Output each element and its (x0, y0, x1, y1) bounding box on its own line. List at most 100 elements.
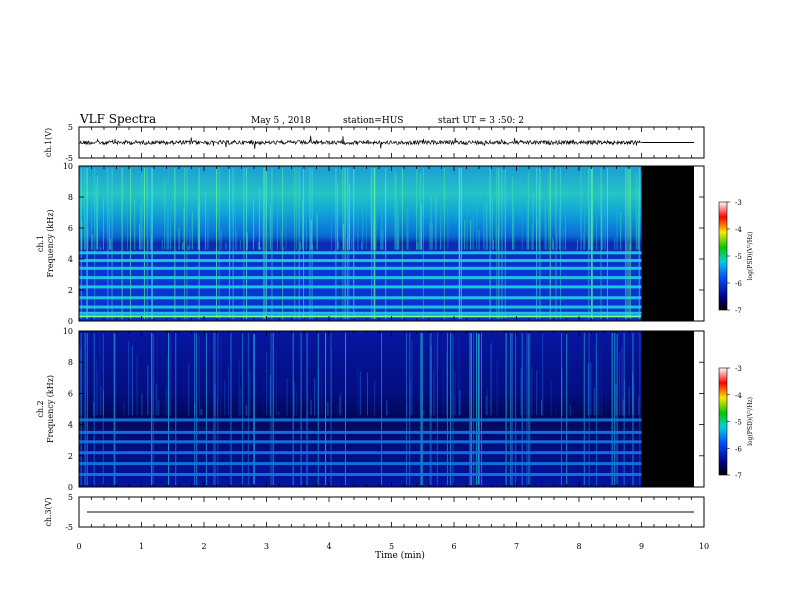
sferic-streak (638, 188, 640, 250)
sferic-line (353, 168, 355, 319)
sferic-streak (545, 175, 547, 250)
sferic-streak (170, 189, 172, 250)
sferic-streak (485, 395, 487, 416)
sferic-line (406, 333, 408, 485)
sferic-line (344, 333, 346, 485)
colorbar-tick-label: -3 (735, 365, 742, 373)
sferic-streak (536, 370, 538, 416)
sferic-streak (170, 334, 172, 416)
sferic-streak (406, 404, 408, 416)
sferic-line (151, 333, 153, 485)
sferic-streak (136, 354, 138, 416)
ch3-waveform-panel: 5 -5 ch.3(V) (44, 493, 705, 532)
sferic-streak (128, 341, 130, 416)
sferic-streak (340, 390, 342, 416)
colorbar-tick-label: -7 (735, 307, 742, 315)
sferic-line (311, 168, 313, 319)
sferic-streak (214, 384, 216, 416)
sferic-streak (197, 196, 199, 250)
sferic-streak (431, 222, 433, 250)
sferic-streak (230, 169, 232, 250)
sferic-streak (406, 207, 408, 250)
sferic-streak (458, 338, 460, 416)
sferic-streak (590, 186, 592, 250)
sferic-line (478, 333, 480, 485)
sferic-line (152, 168, 154, 319)
sferic-streak (188, 363, 190, 416)
sferic-streak (152, 374, 154, 416)
sferic-line (638, 168, 640, 319)
sferic-streak (584, 166, 586, 250)
sferic-line (86, 333, 88, 485)
sferic-streak (459, 389, 461, 416)
sferic-streak (631, 217, 632, 250)
sferic-streak (433, 370, 434, 416)
y-tick-label: 8 (68, 193, 73, 202)
sferic-line (583, 333, 585, 485)
sferic-line (217, 333, 219, 485)
sferic-line (113, 333, 115, 485)
sferic-streak (103, 198, 104, 250)
sferic-streak (491, 197, 493, 250)
y-tick-label: 8 (68, 358, 73, 367)
sferic-line (489, 168, 491, 319)
colorbar-tick-label: -7 (735, 472, 742, 480)
sferic-streak (142, 228, 144, 250)
sferic-streak (587, 169, 589, 250)
sferic-line (85, 168, 87, 319)
channel-label: ch.2 (36, 400, 45, 417)
sferic-line (421, 333, 423, 485)
no-data-region (641, 331, 694, 487)
y-tick-label: 10 (63, 162, 73, 171)
sferic-streak (81, 221, 83, 250)
colorbar-tick-label: -4 (735, 226, 742, 234)
sferic-line (471, 333, 473, 485)
y-tick-label: -5 (65, 154, 73, 163)
sferic-streak (380, 228, 382, 250)
y-tick-label: 2 (68, 452, 73, 461)
sferic-streak (205, 192, 206, 250)
sferic-streak (524, 344, 526, 416)
sferic-streak (421, 202, 422, 250)
sferic-streak (454, 371, 456, 416)
sferic-streak (398, 183, 400, 250)
ch1-waveform-panel: 5 -5 ch.1(V) (44, 123, 705, 163)
sferic-streak (224, 379, 226, 416)
start-time-label: start UT = 3 :50: 2 (438, 116, 524, 126)
y-axis-label: ch.3(V) (44, 497, 53, 526)
sferic-line (374, 168, 376, 319)
sferic-streak (470, 219, 472, 250)
sferic-streak (169, 381, 170, 416)
emission-band (79, 462, 642, 466)
sferic-line (373, 168, 375, 319)
sferic-streak (621, 346, 623, 416)
sferic-streak (466, 182, 468, 250)
sferic-streak (277, 197, 278, 250)
sferic-streak (526, 192, 528, 250)
sferic-line (94, 168, 96, 319)
sferic-streak (351, 238, 353, 250)
sferic-line (458, 168, 460, 319)
sferic-line (93, 333, 95, 485)
sferic-streak (316, 214, 318, 250)
emission-band (79, 451, 642, 455)
sferic-line (348, 168, 350, 319)
sferic-line (253, 333, 255, 485)
sferic-streak (416, 167, 418, 250)
sferic-streak (531, 223, 533, 250)
sferic-streak (182, 242, 184, 250)
sferic-streak (97, 372, 98, 416)
sferic-line (246, 168, 248, 319)
sferic-streak (236, 229, 238, 250)
colorbar-tick-label: -3 (735, 199, 742, 207)
y-tick-label: 2 (68, 286, 73, 295)
sferic-streak (280, 230, 282, 250)
sferic-streak (207, 208, 209, 250)
sferic-streak (506, 339, 508, 416)
sferic-line (469, 333, 471, 485)
colorbar-tick-label: -6 (735, 445, 742, 453)
sferic-streak (166, 177, 168, 250)
sferic-line (473, 333, 475, 485)
sferic-streak (266, 351, 268, 416)
sferic-streak (395, 175, 397, 250)
